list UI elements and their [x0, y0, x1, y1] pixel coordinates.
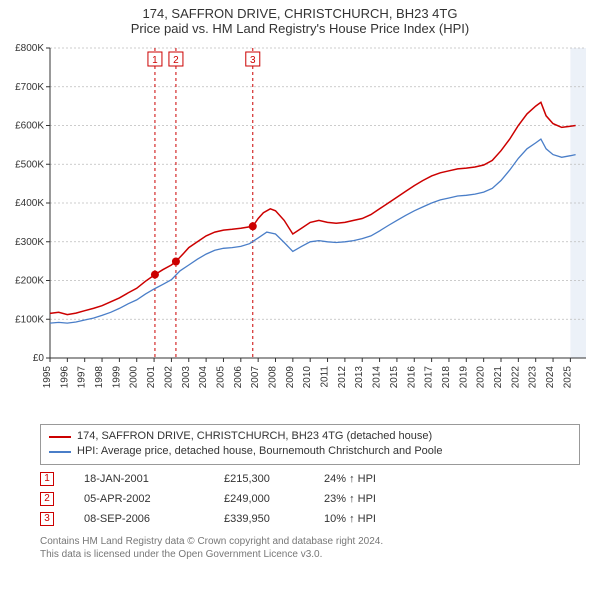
y-tick-label: £500K — [15, 159, 44, 170]
x-tick-label: 1995 — [42, 366, 53, 389]
event-pct: 24% ↑ HPI — [324, 473, 376, 485]
event-row: 3 08-SEP-2006 £339,950 10% ↑ HPI — [40, 509, 580, 529]
event-row: 2 05-APR-2002 £249,000 23% ↑ HPI — [40, 489, 580, 509]
y-tick-label: £0 — [33, 353, 45, 364]
legend-row: 174, SAFFRON DRIVE, CHRISTCHURCH, BH23 4… — [49, 429, 571, 444]
x-tick-label: 2000 — [129, 366, 140, 389]
footer-line-2: This data is licensed under the Open Gov… — [40, 548, 580, 561]
event-date: 18-JAN-2001 — [84, 473, 204, 485]
x-tick-label: 2011 — [320, 366, 331, 388]
y-tick-label: £400K — [15, 198, 44, 209]
x-tick-label: 1996 — [59, 366, 70, 389]
x-tick-label: 2003 — [181, 366, 192, 389]
event-pct: 10% ↑ HPI — [324, 513, 376, 525]
x-tick-label: 2021 — [493, 366, 504, 389]
event-pct: 23% ↑ HPI — [324, 493, 376, 505]
x-tick-label: 2022 — [510, 366, 521, 389]
x-tick-label: 2007 — [250, 366, 261, 389]
price-chart: £0 £100K £200K £300K £400K £500K £600K £700K £80… — [0, 38, 600, 418]
x-tick-label: 2025 — [562, 366, 573, 389]
series-hpi — [50, 139, 576, 323]
series-property — [50, 102, 576, 314]
event-date: 05-APR-2002 — [84, 493, 204, 505]
event-marker-dot — [151, 271, 159, 279]
chart-region: £0 £100K £200K £300K £400K £500K £600K £700K £80… — [0, 38, 600, 418]
event-price: £249,000 — [224, 493, 304, 505]
x-tick-label: 2020 — [476, 366, 487, 389]
x-tick-label: 2017 — [424, 366, 435, 389]
y-tick-label: £600K — [15, 121, 44, 132]
y-tick-label: £300K — [15, 237, 44, 248]
legend-swatch — [49, 436, 71, 438]
x-tick-label: 2009 — [285, 366, 296, 389]
x-tick-label: 2005 — [215, 366, 226, 389]
event-date: 08-SEP-2006 — [84, 513, 204, 525]
x-tick-label: 2012 — [337, 366, 348, 389]
x-tick-label: 2014 — [372, 366, 383, 389]
y-tick-label: £100K — [15, 314, 44, 325]
x-tick-label: 2015 — [389, 366, 400, 389]
event-marker: 1 — [40, 472, 54, 486]
x-tick-label: 2006 — [233, 366, 244, 389]
legend-swatch — [49, 451, 71, 453]
title-address: 174, SAFFRON DRIVE, CHRISTCHURCH, BH23 4… — [0, 6, 600, 21]
x-tick-label: 2018 — [441, 366, 452, 389]
event-row: 1 18-JAN-2001 £215,300 24% ↑ HPI — [40, 469, 580, 489]
legend-label: 174, SAFFRON DRIVE, CHRISTCHURCH, BH23 4… — [77, 429, 432, 444]
x-tick-label: 1999 — [111, 366, 122, 389]
x-tick-label: 2016 — [406, 366, 417, 389]
y-tick-label: £200K — [15, 276, 44, 287]
event-marker-dot — [249, 222, 257, 230]
title-block: 174, SAFFRON DRIVE, CHRISTCHURCH, BH23 4… — [0, 0, 600, 38]
x-tick-label: 2008 — [268, 366, 279, 389]
y-tick-label: £700K — [15, 82, 44, 93]
x-tick-label: 2013 — [354, 366, 365, 389]
legend-label: HPI: Average price, detached house, Bour… — [77, 444, 442, 459]
footer-note: Contains HM Land Registry data © Crown c… — [40, 535, 580, 561]
x-tick-label: 2001 — [146, 366, 157, 389]
footer-line-1: Contains HM Land Registry data © Crown c… — [40, 535, 580, 548]
event-marker: 2 — [40, 492, 54, 506]
events-table: 1 18-JAN-2001 £215,300 24% ↑ HPI 2 05-APR-200… — [40, 469, 580, 529]
x-tick-label: 2023 — [528, 366, 539, 389]
x-tick-label: 2004 — [198, 366, 209, 389]
event-price: £215,300 — [224, 473, 304, 485]
legend-row: HPI: Average price, detached house, Bour… — [49, 444, 571, 459]
event-marker-dot — [172, 258, 180, 266]
title-subtitle: Price paid vs. HM Land Registry's House … — [0, 21, 600, 36]
x-tick-label: 2010 — [302, 366, 313, 389]
x-tick-label: 1998 — [94, 366, 105, 389]
x-tick-label: 2024 — [545, 366, 556, 389]
figure-container: 174, SAFFRON DRIVE, CHRISTCHURCH, BH23 4… — [0, 0, 600, 590]
event-box-num: 1 — [152, 55, 158, 66]
event-box-num: 2 — [173, 55, 179, 66]
x-tick-label: 1997 — [77, 366, 88, 389]
legend-box: 174, SAFFRON DRIVE, CHRISTCHURCH, BH23 4… — [40, 424, 580, 465]
event-box-num: 3 — [250, 55, 256, 66]
event-price: £339,950 — [224, 513, 304, 525]
y-tick-label: £800K — [15, 43, 44, 54]
event-marker: 3 — [40, 512, 54, 526]
x-tick-label: 2019 — [458, 366, 469, 389]
x-tick-label: 2002 — [163, 366, 174, 389]
